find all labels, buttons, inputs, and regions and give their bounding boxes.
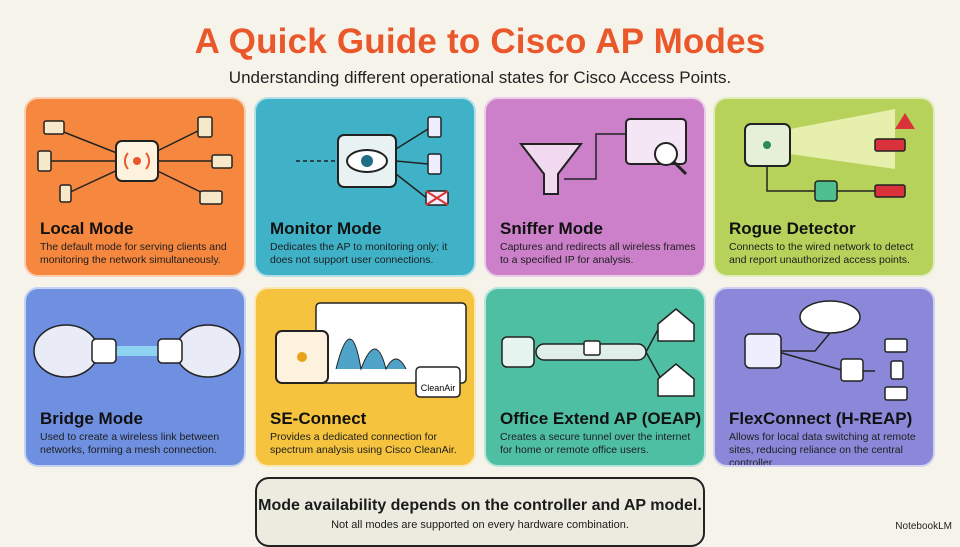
tunnel-illustration <box>501 308 695 397</box>
magnifier-icon <box>654 142 678 166</box>
card-title: Sniffer Mode <box>500 219 603 238</box>
availability-note: Mode availability depends on the control… <box>255 477 705 547</box>
card-se-connect: CleanAir SE-Connect Provides a dedicated… <box>254 287 476 467</box>
card-description: Captures and redirects all wireless fram… <box>500 241 696 266</box>
page-subtitle: Understanding different operational stat… <box>228 68 732 87</box>
home-icon <box>657 308 695 342</box>
card-title: Office Extend AP (OEAP) <box>500 409 702 428</box>
card-rogue-detector: Rogue Detector Connects to the wired net… <box>713 97 935 277</box>
card-title: Rogue Detector <box>729 219 856 238</box>
note-sub: Not all modes are supported on every har… <box>331 519 629 531</box>
card-description: Dedicates the AP to monitoring only; it … <box>270 241 448 266</box>
bridge-illustration <box>33 324 241 378</box>
warning-icon <box>895 113 915 129</box>
card-description: Provides a dedicated connection for spec… <box>270 431 457 456</box>
card-description: Allows for local data switching at remot… <box>729 431 916 467</box>
card-local-mode: Local Mode The default mode for serving … <box>24 97 246 277</box>
card-description: Creates a secure tunnel over the interne… <box>500 431 691 456</box>
card-title: Local Mode <box>40 219 134 238</box>
card-title: Monitor Mode <box>270 219 382 238</box>
spectrum-illustration: CleanAir <box>275 302 467 398</box>
page-title: A Quick Guide to Cisco AP Modes <box>194 22 766 61</box>
cleanair-label: CleanAir <box>421 383 456 393</box>
card-title: SE-Connect <box>270 409 367 428</box>
network-cloud-icon <box>33 324 99 378</box>
card-sniffer-mode: Sniffer Mode Captures and redirects all … <box>484 97 706 277</box>
card-bridge-mode: Bridge Mode Used to create a wireless li… <box>24 287 246 467</box>
card-title: Bridge Mode <box>40 409 143 428</box>
rogue-router-icon <box>874 138 906 152</box>
card-office-extend-ap: Office Extend AP (OEAP) Creates a secure… <box>484 287 706 467</box>
note-main: Mode availability depends on the control… <box>258 497 702 514</box>
local-mode-illustration <box>37 116 233 205</box>
card-description: Connects to the wired network to detect … <box>729 241 914 266</box>
rogue-detector-illustration <box>744 109 915 202</box>
card-title: FlexConnect (H-REAP) <box>729 409 913 428</box>
cloud-icon <box>799 300 861 334</box>
funnel-icon <box>518 143 584 195</box>
notebooklm-brand: NotebookLM <box>895 521 952 532</box>
flexconnect-illustration <box>744 300 908 401</box>
card-description: Used to create a wireless link between n… <box>40 431 220 456</box>
card-description: The default mode for serving clients and… <box>40 241 227 266</box>
switch-icon <box>814 180 838 202</box>
card-monitor-mode: Monitor Mode Dedicates the AP to monitor… <box>254 97 476 277</box>
funnel-sniffer-illustration <box>518 118 688 195</box>
cleanair-badge <box>415 366 461 398</box>
eye-monitor-illustration <box>296 116 449 206</box>
card-flexconnect: FlexConnect (H-REAP) Allows for local da… <box>713 287 935 467</box>
lock-icon <box>583 340 601 356</box>
